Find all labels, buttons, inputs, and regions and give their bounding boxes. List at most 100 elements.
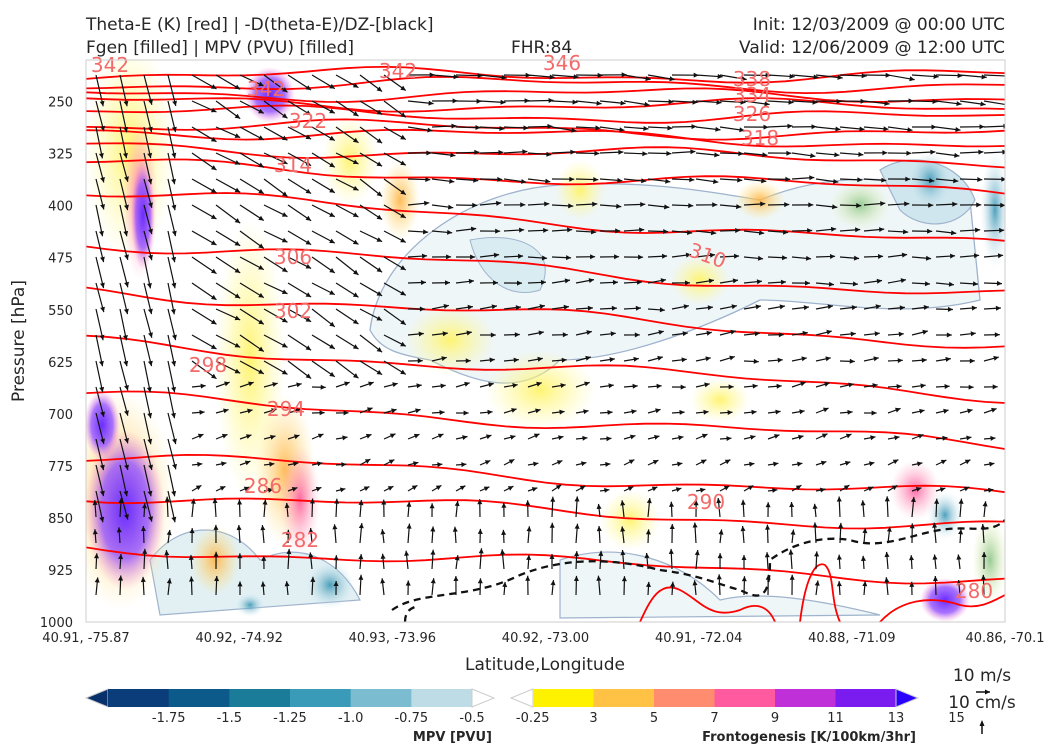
wind-vector-head [571,127,577,133]
wind-vector-head [593,177,599,182]
wind-vector-head [171,152,177,159]
wind-vector-head [677,461,683,467]
wind-vector-head [662,253,668,259]
wind-vector-head [560,383,566,388]
wind-vector-head [894,435,900,441]
wind-vector [95,412,105,445]
wind-vector-head [406,523,412,529]
wind-vector-head [248,381,254,387]
wind-vector-head [734,253,740,259]
wind-vector-head [683,304,689,310]
wind-vector-head [784,202,790,208]
wind-vector-head [990,435,996,441]
wind-vector-head [710,230,717,236]
wind-vector-head [477,578,483,584]
wind-vector [95,282,105,313]
wind-vector-head [123,360,129,367]
wind-vector-head [453,576,459,581]
wind-vector-head [563,304,569,310]
wind-vector-head [170,309,176,315]
wind-vector-head [989,461,995,467]
wind-vector-head [773,461,779,467]
wind-vector-head [539,304,545,309]
wind-vector-head [634,332,640,338]
x-tick-label: 40.91, -72.04 [655,631,742,646]
wind-vector [119,74,128,107]
wind-vector-head [415,408,421,414]
wind-vector-head [234,368,241,374]
wind-vector-head [833,179,839,184]
wind-vector-head [598,550,604,556]
wind-vector-head [376,214,383,220]
wind-vector-head [147,360,153,367]
wind-vector-head [236,525,242,531]
wind-vector [167,412,177,445]
wind-vector-head [499,126,505,131]
theta-e-contour [86,453,1005,494]
wind-vector-head [574,496,580,502]
wind-vector-head [712,202,718,208]
wind-vector-head [199,409,205,415]
wind-vector-head [797,461,803,467]
wind-vector-head [963,486,970,492]
wind-vector-head [329,212,335,217]
fgen-region [86,390,120,460]
wind-vector-head [329,162,335,168]
wind-vectors [92,72,1005,596]
wind-vector-head [533,461,539,467]
wind-vector-head [100,177,105,183]
wind-vector-head [400,112,406,118]
wind-vector-head [501,75,507,80]
wind-vector-head [700,487,706,493]
wind-vector-head [211,373,217,379]
wind-vector-head [981,74,987,80]
wind-vector-head [801,356,807,362]
wind-vector-head [884,551,890,558]
wind-vector-head [645,76,651,82]
wind-vector-head [955,127,961,132]
wind-vector-head [473,177,479,183]
wind-vector-head [281,212,288,217]
wind-vector-head [754,331,760,337]
wind-vector-head [376,86,383,92]
wind-vector-head [923,305,929,310]
wind-vector-head [210,319,217,325]
colorbar-tick-label: -1.0 [338,711,363,726]
wind-vector-head [124,464,129,470]
theta-e-contour-label: 342 [91,53,129,77]
wind-vector-head [896,384,902,389]
wind-vector-head [124,204,129,211]
wind-vector-head [581,461,587,467]
wind-vector-head [968,384,974,390]
wind-vector [119,308,127,341]
wind-vector-head [293,461,299,467]
wind-vector-head [996,280,1002,286]
wind-vector-head [213,524,219,530]
wind-vector-head [211,268,217,274]
wind-vector-head [692,522,698,528]
wind-vector-head [669,501,674,507]
wind-vector-head [148,254,153,261]
wind-vector-head [502,581,508,588]
wind-vector-head [899,305,905,311]
wind-vector-head [140,576,146,583]
wind-vector-head [258,243,264,249]
wind-vector-head [777,357,783,363]
wind-vector-head [466,330,472,336]
wind-vector-head [472,202,478,208]
wind-vector-head [690,149,696,155]
wind-vector-head [555,484,562,490]
wind-vector-head [507,486,514,491]
wind-vector-head [352,111,359,117]
wind-vector-head [550,496,556,502]
wind-vector-head [730,329,736,335]
wind-vector-head [547,123,553,129]
wind-vector-head [310,576,316,582]
wind-vector-head [470,226,477,232]
wind-vector-head [909,555,914,561]
wind-vector-head [451,123,457,129]
wind-vector-head [525,500,531,506]
wind-vector-head [909,523,915,529]
wind-vector-head [814,580,820,586]
wind-vector-head [100,125,105,132]
